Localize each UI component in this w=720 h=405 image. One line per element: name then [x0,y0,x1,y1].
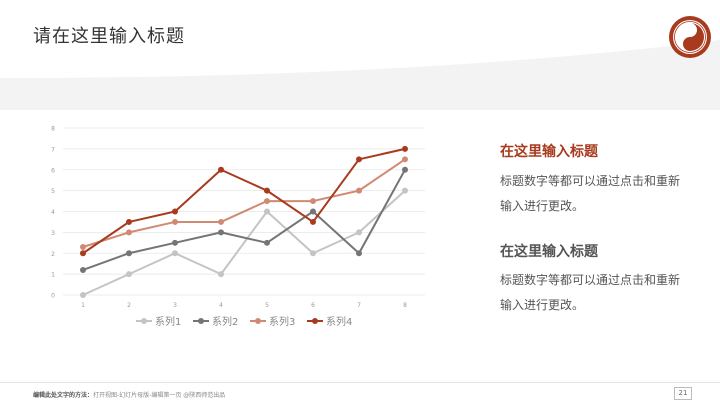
data-point [402,145,408,152]
footer-instructions: 编辑此处文字的方法：打开视图-幻灯片母版-编辑第一页 @陕西师范出品 [33,390,225,399]
legend-label: 系列1 [155,315,181,328]
line-chart: 0 1 2 3 4 5 6 7 8 1 2 3 4 5 6 7 8 系列1 系列2 系列3 系列4 [51,126,425,328]
data-point [218,271,224,278]
series-line [82,189,406,296]
data-point [264,187,270,194]
x-tick-label: 1 [81,302,85,309]
x-axis-ticks: 1 2 3 4 5 6 7 8 [81,302,407,309]
footer-divider [0,382,720,383]
data-point [310,208,316,215]
data-point [310,198,316,205]
y-tick-label: 5 [51,188,55,195]
data-point [264,239,270,246]
data-point [126,250,132,257]
data-point [264,208,270,215]
data-point [80,266,86,273]
data-point [126,229,132,236]
side-body-1[interactable]: 标题数字等都可以通过点击和重新输入进行更改。 [500,174,681,213]
y-tick-label: 4 [51,209,55,216]
x-tick-label: 4 [219,302,223,309]
data-point [218,218,224,225]
chart-series [80,145,408,298]
data-point [402,166,408,173]
y-axis-ticks: 0 1 2 3 4 5 6 7 8 [51,126,55,300]
data-point [402,187,408,194]
y-tick-label: 0 [51,293,55,300]
series-line [82,158,406,248]
legend-label: 系列3 [269,315,295,328]
data-point [126,271,132,278]
data-point [310,218,316,225]
data-point [218,166,224,173]
series-line [82,147,406,255]
legend-swatch-dot [141,318,147,324]
data-point [310,250,316,257]
header-curve [0,0,720,110]
legend-item: 系列3 [250,315,295,328]
data-point [80,292,86,298]
page-number: 21 [674,387,692,400]
series-2 [80,166,408,273]
data-point [172,208,178,215]
chart-grid [63,127,425,296]
x-tick-label: 5 [265,302,269,309]
series-3 [80,156,408,250]
y-tick-label: 1 [51,272,55,279]
y-tick-label: 8 [51,126,55,133]
x-tick-label: 2 [127,302,131,309]
data-point [126,218,132,225]
y-tick-label: 2 [51,251,55,258]
x-tick-label: 7 [357,302,361,309]
side-heading-2[interactable]: 在这里输入标题 [500,244,598,260]
data-point [356,250,362,257]
data-point [80,243,86,250]
x-tick-label: 8 [403,302,407,309]
data-point [356,187,362,194]
data-point [172,218,178,225]
legend-label: 系列4 [326,315,352,328]
chart-legend: 系列1 系列2 系列3 系列4 [136,315,352,328]
data-point [218,229,224,236]
series-1 [80,187,408,298]
series-line [82,169,406,271]
x-tick-label: 6 [311,302,315,309]
legend-swatch-dot [312,318,318,324]
y-tick-label: 7 [51,146,55,153]
legend-item: 系列2 [193,315,238,328]
legend-swatch-dot [198,318,204,324]
data-point [172,250,178,257]
footer-text: 打开视图-幻灯片母版-编辑第一页 @陕西师范出品 [93,392,226,399]
y-tick-label: 3 [51,230,55,237]
data-point [356,229,362,236]
data-point [80,250,86,257]
legend-label: 系列2 [212,315,238,328]
data-point [402,156,408,163]
footer-label: 编辑此处文字的方法： [33,392,94,399]
side-heading-1[interactable]: 在这里输入标题 [500,144,598,160]
data-point [264,198,270,205]
data-point [172,239,178,246]
legend-item: 系列4 [307,315,352,328]
series-4 [80,145,408,257]
university-seal-logo [669,16,711,58]
side-body-2[interactable]: 标题数字等都可以通过点击和重新输入进行更改。 [500,273,681,312]
data-point [356,156,362,163]
page-title[interactable]: 请在这里输入标题 [33,26,185,47]
x-tick-label: 3 [173,302,177,309]
legend-swatch-dot [255,318,261,324]
legend-item: 系列1 [136,315,181,328]
y-tick-label: 6 [51,167,55,174]
